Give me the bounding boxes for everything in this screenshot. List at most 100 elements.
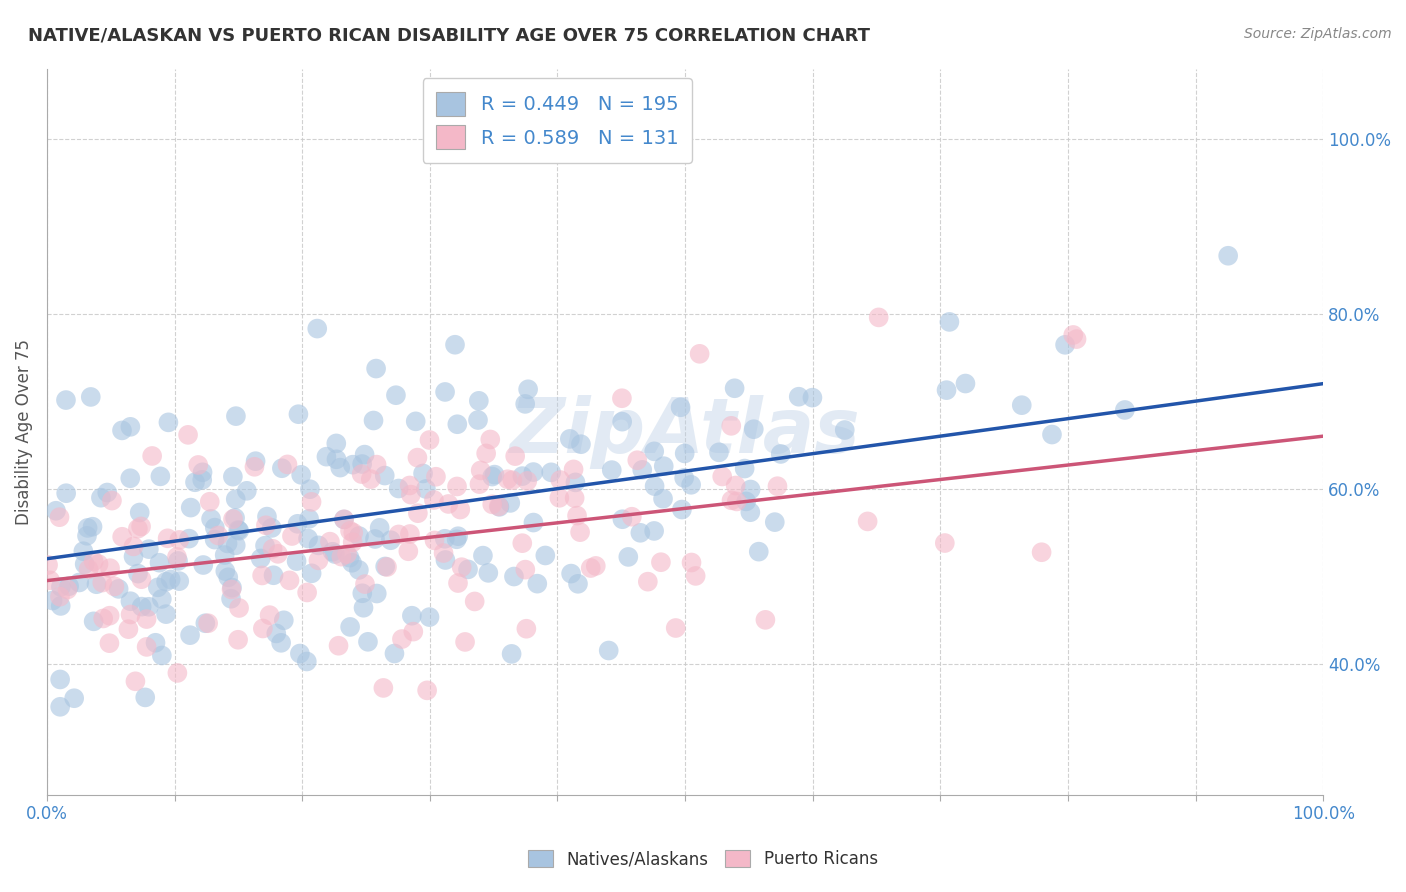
Point	[673, 446, 696, 460]
Point	[374, 468, 396, 483]
Point	[628, 525, 651, 540]
Point	[471, 549, 494, 563]
Point	[496, 472, 519, 486]
Point	[938, 315, 960, 329]
Point	[256, 509, 278, 524]
Point	[117, 622, 139, 636]
Point	[146, 580, 169, 594]
Point	[191, 473, 214, 487]
Point	[470, 463, 492, 477]
Point	[179, 628, 201, 642]
Point	[330, 549, 353, 564]
Point	[243, 459, 266, 474]
Point	[98, 636, 121, 650]
Point	[329, 460, 352, 475]
Point	[149, 469, 172, 483]
Point	[454, 635, 477, 649]
Point	[522, 516, 544, 530]
Point	[354, 577, 377, 591]
Point	[122, 540, 145, 554]
Point	[263, 568, 285, 582]
Point	[166, 549, 188, 564]
Point	[155, 574, 177, 589]
Point	[681, 477, 703, 491]
Point	[333, 512, 356, 526]
Point	[200, 512, 222, 526]
Point	[347, 529, 370, 543]
Point	[207, 528, 229, 542]
Point	[503, 569, 526, 583]
Point	[548, 491, 571, 505]
Point	[120, 594, 142, 608]
Point	[375, 560, 398, 574]
Point	[540, 466, 562, 480]
Point	[225, 409, 247, 424]
Point	[415, 482, 437, 496]
Point	[501, 473, 523, 487]
Point	[308, 538, 330, 552]
Point	[350, 467, 373, 481]
Point	[754, 613, 776, 627]
Point	[76, 529, 98, 543]
Point	[565, 508, 588, 523]
Point	[167, 574, 190, 588]
Point	[434, 384, 457, 399]
Point	[39, 574, 62, 588]
Point	[934, 536, 956, 550]
Point	[401, 608, 423, 623]
Point	[468, 477, 491, 491]
Point	[101, 493, 124, 508]
Point	[96, 485, 118, 500]
Point	[167, 554, 190, 568]
Point	[600, 463, 623, 477]
Point	[49, 590, 72, 604]
Point	[437, 497, 460, 511]
Point	[120, 471, 142, 485]
Point	[169, 533, 191, 547]
Point	[339, 620, 361, 634]
Point	[204, 533, 226, 547]
Point	[433, 532, 456, 546]
Point	[49, 599, 72, 613]
Point	[617, 549, 640, 564]
Point	[406, 450, 429, 465]
Point	[194, 616, 217, 631]
Point	[360, 472, 382, 486]
Point	[481, 469, 503, 483]
Point	[236, 483, 259, 498]
Point	[522, 465, 544, 479]
Point	[373, 681, 395, 695]
Point	[650, 555, 672, 569]
Point	[159, 573, 181, 587]
Point	[432, 546, 454, 560]
Point	[724, 478, 747, 492]
Point	[374, 559, 396, 574]
Point	[245, 454, 267, 468]
Point	[669, 401, 692, 415]
Point	[357, 635, 380, 649]
Point	[217, 536, 239, 550]
Point	[396, 544, 419, 558]
Point	[479, 433, 502, 447]
Point	[569, 525, 592, 540]
Point	[63, 691, 86, 706]
Point	[325, 452, 347, 467]
Point	[405, 414, 427, 428]
Point	[391, 632, 413, 646]
Point	[711, 469, 734, 483]
Point	[643, 524, 665, 538]
Point	[129, 519, 152, 533]
Point	[484, 467, 506, 482]
Point	[564, 475, 586, 490]
Point	[83, 554, 105, 568]
Point	[368, 521, 391, 535]
Point	[285, 554, 308, 568]
Point	[1066, 332, 1088, 346]
Point	[412, 467, 434, 481]
Point	[134, 690, 156, 705]
Point	[416, 683, 439, 698]
Point	[477, 566, 499, 580]
Point	[423, 493, 446, 508]
Point	[98, 561, 121, 575]
Point	[499, 496, 522, 510]
